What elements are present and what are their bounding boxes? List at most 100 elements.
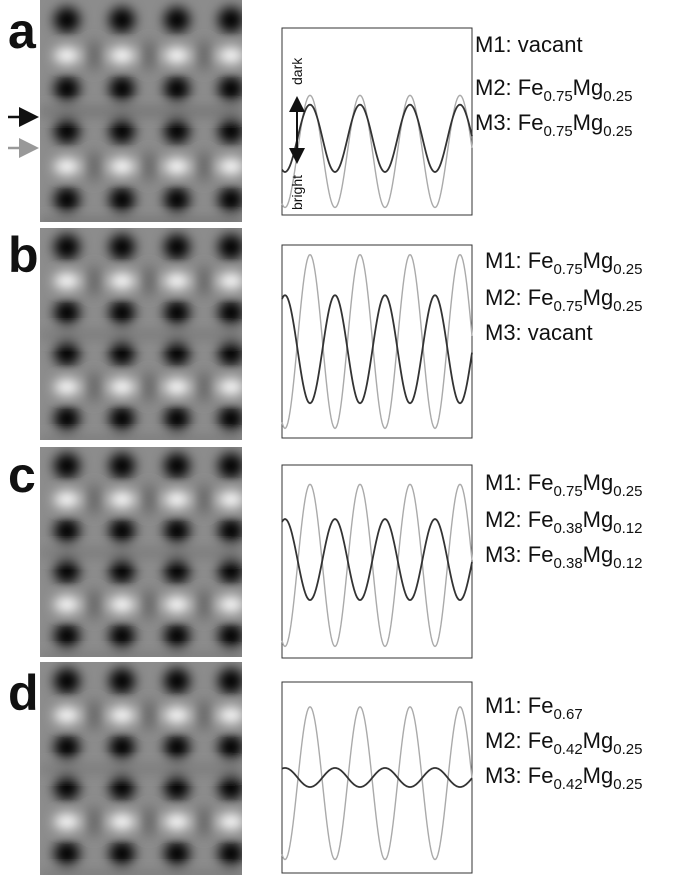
- image: [40, 0, 242, 222]
- subscript: 0.12: [613, 520, 642, 537]
- subscript: 0.75: [553, 298, 582, 315]
- band: [40, 436, 242, 440]
- mid-spot: [196, 265, 212, 297]
- dark-spot: [109, 840, 135, 867]
- dark-spot: [218, 668, 242, 695]
- site-text: M1: Fe: [485, 248, 553, 273]
- dark-spot: [54, 623, 80, 649]
- dark-spot: [54, 340, 80, 367]
- subscript: 0.25: [613, 776, 642, 793]
- mid-spot: [250, 265, 266, 297]
- subscript: 0.38: [553, 520, 582, 537]
- dark-spot: [54, 774, 80, 801]
- mid-spot: [86, 699, 102, 732]
- bright-spot: [109, 379, 135, 395]
- profile-light: [281, 483, 473, 648]
- bright-spot: [164, 158, 190, 175]
- site-text: M2: Fe: [485, 728, 553, 753]
- dark-spot: [164, 840, 190, 867]
- dark-spot: [109, 405, 135, 432]
- panel-letter: d: [8, 665, 39, 721]
- site-label: M2: Fe0.42Mg0.25: [485, 728, 642, 758]
- bright-spot: [164, 273, 190, 289]
- site-text: Mg: [583, 507, 614, 532]
- profile-light: [281, 94, 473, 209]
- dark-spot: [109, 774, 135, 801]
- site-text: Mg: [573, 75, 604, 100]
- site-text: Mg: [583, 470, 614, 495]
- dark-spot: [218, 75, 242, 102]
- dark-spot: [54, 518, 80, 544]
- dark-spot: [109, 234, 135, 261]
- dark-spot: [164, 234, 190, 261]
- mid-spot: [141, 699, 157, 732]
- dark-spot: [109, 452, 135, 479]
- axis-top: dark: [289, 57, 305, 85]
- mid-spot: [86, 39, 102, 72]
- subscript: 0.75: [553, 483, 582, 500]
- dark-spot: [54, 299, 80, 326]
- dark-spot: [54, 117, 80, 144]
- mid-spot: [196, 483, 212, 516]
- subscript: 0.25: [613, 298, 642, 315]
- mid-spot: [250, 806, 266, 838]
- bright-spot: [164, 491, 190, 508]
- bright-spot: [54, 491, 80, 508]
- site-label: M1: vacant: [475, 32, 583, 57]
- bright-spot: [109, 596, 135, 613]
- site-label: M1: Fe0.75Mg0.25: [485, 470, 642, 500]
- site-label: M3: Fe0.75Mg0.25: [475, 110, 632, 140]
- mid-spot: [196, 150, 212, 183]
- band: [40, 218, 242, 222]
- mid-spot: [196, 588, 212, 621]
- dark-spot: [109, 734, 135, 761]
- band: [40, 107, 242, 116]
- dark-spot: [218, 518, 242, 544]
- site-text: Mg: [583, 763, 614, 788]
- site-text: M1: vacant: [475, 32, 583, 57]
- subscript: 0.75: [543, 123, 572, 140]
- dark-spot: [54, 557, 80, 584]
- bright-spot: [164, 813, 190, 830]
- dark-spot: [54, 186, 80, 213]
- dark-spot: [164, 299, 190, 326]
- site-text: Mg: [583, 728, 614, 753]
- subscript: 0.42: [553, 741, 582, 758]
- dark-spot: [164, 734, 190, 761]
- bright-spot: [164, 707, 190, 724]
- bright-spot: [54, 813, 80, 830]
- panel-letter: a: [8, 3, 37, 59]
- site-text: M3: Fe: [485, 763, 553, 788]
- dark-spot: [164, 117, 190, 144]
- dark-spot: [54, 668, 80, 695]
- dark-spot: [218, 6, 242, 33]
- dark-spot: [164, 75, 190, 102]
- blobs: [40, 234, 266, 440]
- profile-box: [281, 464, 473, 659]
- dark-spot: [218, 452, 242, 479]
- bright-spot: [54, 158, 80, 175]
- site-text: M1: Fe: [485, 470, 553, 495]
- bright-spot: [164, 47, 190, 64]
- dark-spot: [54, 452, 80, 479]
- image: [40, 447, 242, 657]
- dark-spot: [54, 734, 80, 761]
- subscript: 0.25: [613, 741, 642, 758]
- site-label: M2: Fe0.38Mg0.12: [485, 507, 642, 537]
- subscript: 0.12: [613, 555, 642, 572]
- image: [40, 228, 266, 440]
- bright-spot: [109, 273, 135, 289]
- dark-spot: [109, 117, 135, 144]
- bright-spot: [109, 158, 135, 175]
- site-text: Mg: [583, 285, 614, 310]
- dark-spot: [218, 734, 242, 761]
- mid-spot: [196, 371, 212, 403]
- band: [40, 765, 242, 774]
- dark-spot: [218, 557, 242, 584]
- dark-spot: [218, 840, 242, 867]
- dark-spot: [218, 340, 242, 367]
- dark-spot: [164, 774, 190, 801]
- mid-spot: [196, 39, 212, 72]
